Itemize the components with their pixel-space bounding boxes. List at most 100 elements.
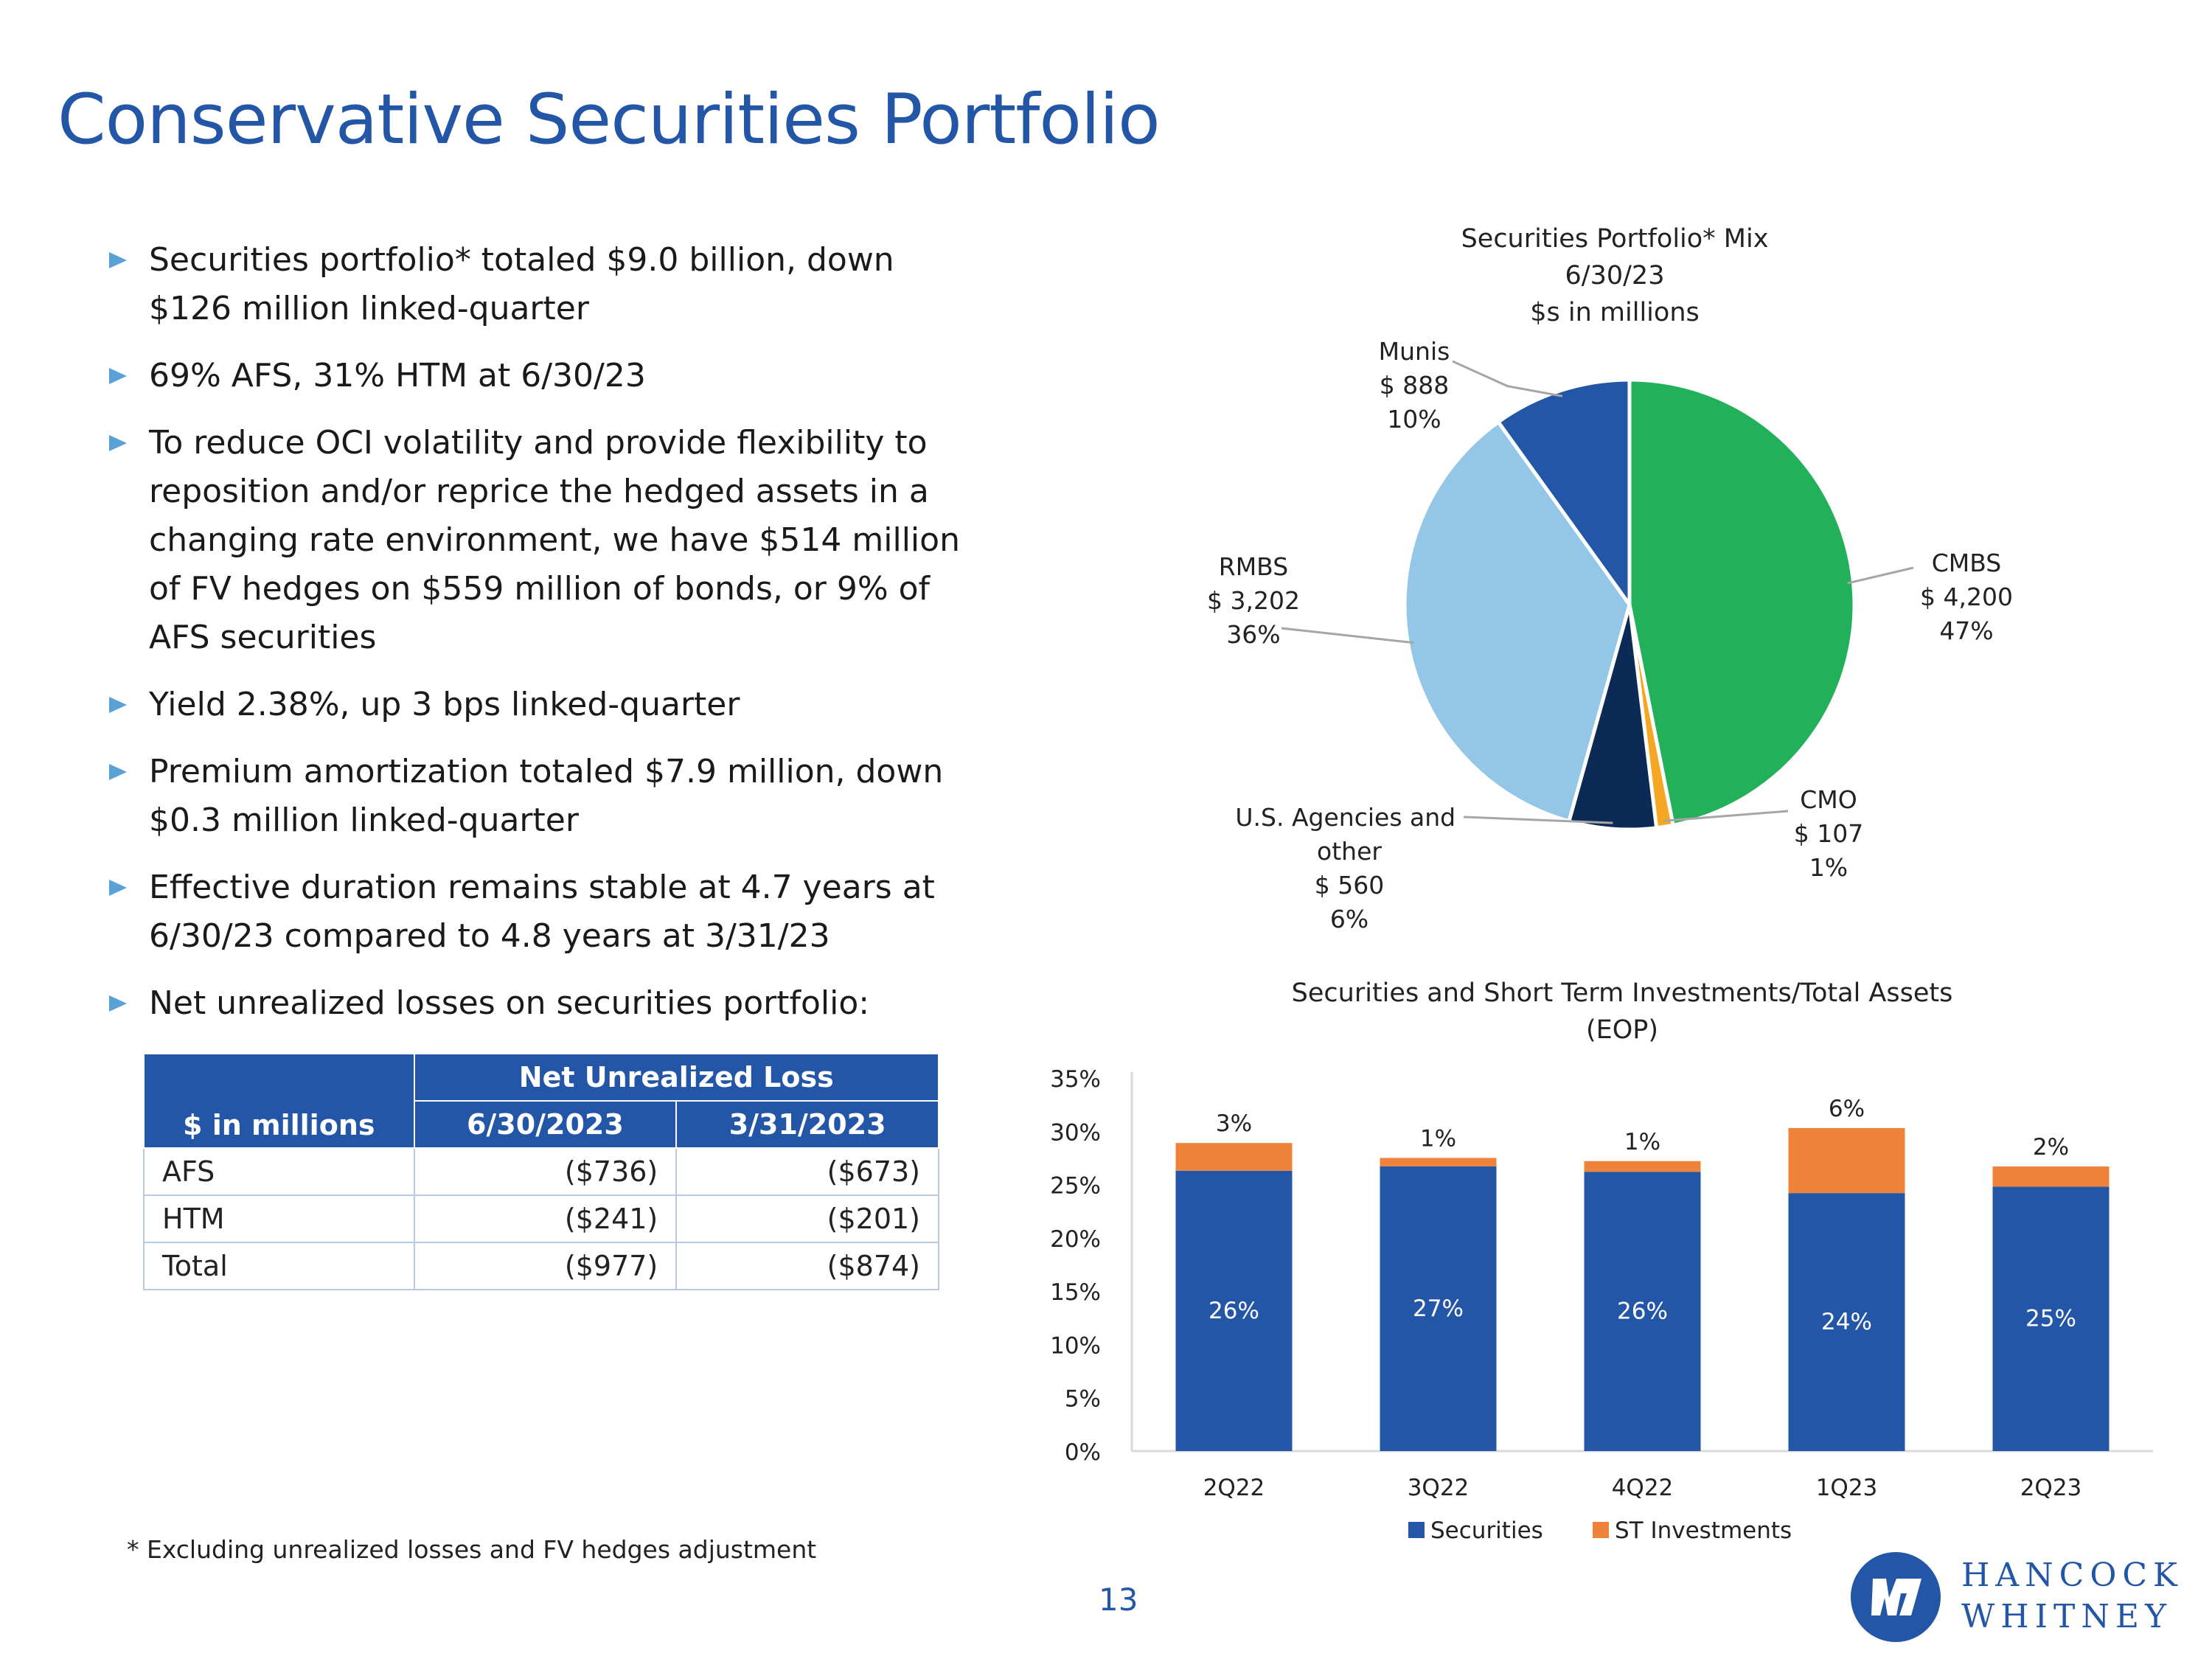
pie-label-pct: 36% xyxy=(1226,620,1280,649)
bar-label-securities: 24% xyxy=(1821,1309,1872,1335)
pie-label-value: $ 560 xyxy=(1315,871,1384,900)
legend-swatch xyxy=(1408,1522,1425,1538)
bullet-arrow-icon xyxy=(109,995,127,1012)
bar-securities xyxy=(1175,1170,1293,1451)
logo-word-2: WHITNEY xyxy=(1961,1598,2172,1635)
table-row: AFS ($736) ($673) xyxy=(143,1147,939,1196)
legend-label: ST Investments xyxy=(1615,1517,1792,1544)
pie-title-line: $s in millions xyxy=(1530,298,1699,327)
portfolio-mix-pie-chart: Securities Portfolio* Mix 6/30/23 $s in … xyxy=(1207,224,2013,933)
x-tick-label: 2Q23 xyxy=(2020,1475,2082,1501)
bullet-item: To reduce OCI volatility and provide fle… xyxy=(109,419,979,662)
pie-label-name: Munis xyxy=(1379,337,1450,366)
pie-label-pct: 47% xyxy=(1939,616,1993,645)
pie-label-value: $ 107 xyxy=(1794,819,1863,848)
row-label: AFS xyxy=(143,1147,415,1196)
bar-label-st-investments: 2% xyxy=(2033,1134,2069,1161)
pie-label-value: $ 888 xyxy=(1380,371,1449,400)
bar-st-investments xyxy=(1380,1158,1497,1166)
bar-label-st-investments: 6% xyxy=(1829,1096,1865,1122)
bar-st-investments xyxy=(1175,1143,1293,1171)
x-tick-label: 1Q23 xyxy=(1816,1475,1878,1501)
pie-leader-line xyxy=(1452,360,1563,397)
table-row: Total ($977) ($874) xyxy=(143,1242,939,1290)
unrealized-loss-table: $ in millions Net Unrealized Loss 6/30/2… xyxy=(143,1053,940,1290)
bar-title-line: Securities and Short Term Investments/To… xyxy=(1292,978,1953,1008)
pie-slice-rmbs xyxy=(1402,419,1632,824)
y-tick-label: 20% xyxy=(1050,1226,1101,1253)
pie-leader-line xyxy=(1463,815,1613,824)
bullet-arrow-icon xyxy=(109,764,127,780)
footnote: * Excluding unrealized losses and FV hed… xyxy=(127,1535,817,1564)
y-tick-label: 5% xyxy=(1065,1386,1101,1413)
bullet-list: Securities portfolio* totaled $9.0 billi… xyxy=(109,236,979,1046)
bar-st-investments xyxy=(1584,1161,1701,1172)
bullet-arrow-icon xyxy=(109,252,127,268)
st-investments-bar-chart: Securities and Short Term Investments/To… xyxy=(1050,978,2153,1544)
pie-label-value: $ 4,200 xyxy=(1920,582,2013,611)
y-tick-label: 30% xyxy=(1050,1119,1101,1146)
group-header: Net Unrealized Loss xyxy=(413,1053,940,1102)
column-header: 6/30/2023 xyxy=(413,1100,678,1149)
bullet-item: Effective duration remains stable at 4.7… xyxy=(109,863,979,961)
pie-slice-cmbs xyxy=(1627,378,1857,828)
page-number: 13 xyxy=(1099,1582,1138,1618)
pie-label-pct: 1% xyxy=(1809,853,1848,882)
bar-st-investments xyxy=(1788,1127,1905,1194)
pie-label-pct: 6% xyxy=(1330,905,1368,933)
x-tick-label: 2Q22 xyxy=(1203,1475,1265,1501)
bar-label-securities: 26% xyxy=(1208,1298,1259,1324)
bar-securities xyxy=(1584,1172,1701,1451)
cell-value: ($673) xyxy=(675,1147,939,1196)
cell-value: ($874) xyxy=(675,1242,939,1290)
bullet-item: Securities portfolio* totaled $9.0 billi… xyxy=(109,236,979,333)
cell-value: ($977) xyxy=(413,1242,678,1290)
column-header: 3/31/2023 xyxy=(675,1100,939,1149)
pie-slice-munis xyxy=(1495,378,1632,611)
table-row: HTM ($241) ($201) xyxy=(143,1194,939,1243)
bar-st-investments xyxy=(1992,1166,2110,1187)
y-tick-label: 15% xyxy=(1050,1279,1101,1306)
bar-label-st-investments: 3% xyxy=(1216,1110,1252,1137)
bullet-item: 69% AFS, 31% HTM at 6/30/23 xyxy=(109,352,979,400)
x-tick-label: 4Q22 xyxy=(1612,1475,1674,1501)
cell-value: ($736) xyxy=(413,1147,678,1196)
pie-label-name: CMBS xyxy=(1932,549,2002,577)
pie-leader-line xyxy=(1847,566,1914,585)
pie-label-name: U.S. Agencies and other xyxy=(1235,803,1463,866)
cell-value: ($201) xyxy=(675,1194,939,1243)
y-tick-label: 35% xyxy=(1050,1066,1101,1093)
legend-label: Securities xyxy=(1430,1517,1543,1544)
bullet-arrow-icon xyxy=(109,368,127,384)
bar-label-st-investments: 1% xyxy=(1624,1129,1660,1155)
pie-title-line: 6/30/23 xyxy=(1565,261,1665,291)
pie-label-pct: 10% xyxy=(1387,405,1441,434)
bullet-item: Net unrealized losses on securities port… xyxy=(109,979,979,1028)
row-label: Total xyxy=(143,1242,415,1290)
pie-label-name: CMO xyxy=(1800,785,1857,814)
page-title: Conservative Securities Portfolio xyxy=(58,80,1161,160)
bar-title-line: (EOP) xyxy=(1586,1015,1658,1045)
bar-label-st-investments: 1% xyxy=(1420,1125,1456,1152)
logo-word-1: HANCOCK xyxy=(1961,1557,2183,1594)
bullet-item: Yield 2.38%, up 3 bps linked-quarter xyxy=(109,681,979,729)
bullet-arrow-icon xyxy=(109,435,127,451)
row-label: HTM xyxy=(143,1194,415,1243)
company-logo: HANCOCK WHITNEY xyxy=(1851,1552,2197,1644)
bar-label-securities: 25% xyxy=(2025,1306,2076,1332)
pie-leader-line xyxy=(1663,810,1789,822)
logo-mark-icon xyxy=(1851,1552,1941,1642)
y-tick-label: 0% xyxy=(1065,1439,1101,1466)
bar-securities xyxy=(1380,1166,1497,1451)
cell-value: ($241) xyxy=(413,1194,678,1243)
pie-label-name: RMBS xyxy=(1219,552,1288,581)
legend-swatch xyxy=(1593,1522,1609,1538)
y-tick-label: 25% xyxy=(1050,1173,1101,1200)
pie-leader-line xyxy=(1281,627,1414,644)
corner-header: $ in millions xyxy=(143,1053,415,1149)
bar-label-securities: 26% xyxy=(1617,1298,1668,1325)
bar-securities xyxy=(1992,1186,2110,1451)
bar-securities xyxy=(1788,1193,1905,1451)
bullet-arrow-icon xyxy=(109,697,127,713)
y-tick-label: 10% xyxy=(1050,1332,1101,1359)
